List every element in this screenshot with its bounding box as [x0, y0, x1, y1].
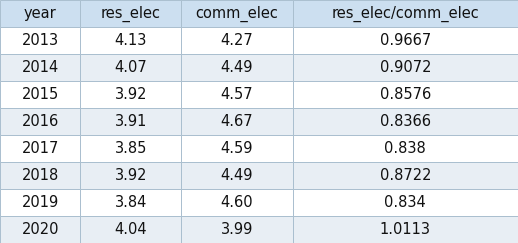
Text: 4.13: 4.13: [114, 33, 147, 48]
Bar: [80, 27, 181, 54]
Bar: [181, 81, 293, 108]
Bar: [80, 162, 181, 189]
Bar: [0, 0, 80, 27]
Text: 2014: 2014: [22, 60, 59, 75]
Bar: [293, 27, 518, 54]
Text: 3.84: 3.84: [114, 195, 147, 210]
Text: 2016: 2016: [22, 114, 59, 129]
Bar: [181, 27, 293, 54]
Bar: [293, 81, 518, 108]
Text: 4.07: 4.07: [114, 60, 147, 75]
Bar: [0, 81, 80, 108]
Text: 2013: 2013: [22, 33, 59, 48]
Bar: [293, 216, 518, 243]
Bar: [293, 162, 518, 189]
Text: 4.49: 4.49: [221, 60, 253, 75]
Bar: [80, 54, 181, 81]
Text: 3.99: 3.99: [221, 222, 253, 237]
Text: 0.8722: 0.8722: [380, 168, 431, 183]
Text: 4.57: 4.57: [221, 87, 253, 102]
Bar: [293, 135, 518, 162]
Text: 2018: 2018: [22, 168, 59, 183]
Bar: [0, 27, 80, 54]
Text: res_elec/comm_elec: res_elec/comm_elec: [332, 5, 479, 22]
Text: 3.92: 3.92: [114, 87, 147, 102]
Bar: [181, 135, 293, 162]
Bar: [181, 108, 293, 135]
Bar: [80, 0, 181, 27]
Text: 2017: 2017: [21, 141, 59, 156]
Bar: [293, 0, 518, 27]
Bar: [293, 189, 518, 216]
Text: 3.92: 3.92: [114, 168, 147, 183]
Text: 4.27: 4.27: [221, 33, 253, 48]
Text: 0.9072: 0.9072: [380, 60, 431, 75]
Bar: [181, 0, 293, 27]
Text: 4.59: 4.59: [221, 141, 253, 156]
Text: 2015: 2015: [22, 87, 59, 102]
Text: 0.838: 0.838: [384, 141, 426, 156]
Bar: [0, 108, 80, 135]
Text: 4.67: 4.67: [221, 114, 253, 129]
Text: 4.60: 4.60: [221, 195, 253, 210]
Bar: [80, 108, 181, 135]
Text: 2019: 2019: [22, 195, 59, 210]
Bar: [0, 135, 80, 162]
Bar: [293, 108, 518, 135]
Text: 4.04: 4.04: [114, 222, 147, 237]
Text: 4.49: 4.49: [221, 168, 253, 183]
Bar: [181, 54, 293, 81]
Text: year: year: [24, 6, 56, 21]
Bar: [0, 216, 80, 243]
Text: comm_elec: comm_elec: [196, 5, 278, 22]
Text: 0.8576: 0.8576: [380, 87, 431, 102]
Bar: [0, 189, 80, 216]
Text: 0.834: 0.834: [384, 195, 426, 210]
Bar: [0, 54, 80, 81]
Bar: [80, 189, 181, 216]
Bar: [80, 135, 181, 162]
Text: 2020: 2020: [21, 222, 59, 237]
Bar: [181, 216, 293, 243]
Text: 0.8366: 0.8366: [380, 114, 431, 129]
Bar: [80, 216, 181, 243]
Text: res_elec: res_elec: [101, 5, 161, 22]
Bar: [181, 162, 293, 189]
Bar: [181, 189, 293, 216]
Bar: [0, 162, 80, 189]
Text: 3.85: 3.85: [114, 141, 147, 156]
Text: 1.0113: 1.0113: [380, 222, 431, 237]
Text: 0.9667: 0.9667: [380, 33, 431, 48]
Bar: [293, 54, 518, 81]
Text: 3.91: 3.91: [114, 114, 147, 129]
Bar: [80, 81, 181, 108]
